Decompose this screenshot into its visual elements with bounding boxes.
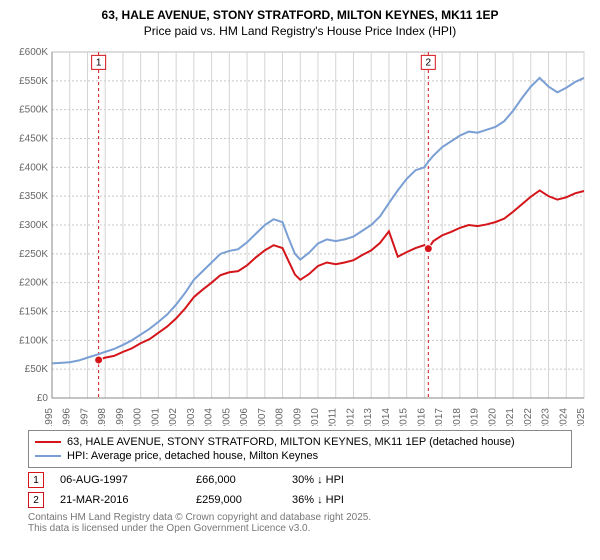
svg-text:2025: 2025: [576, 408, 587, 426]
svg-text:1998: 1998: [97, 408, 108, 426]
svg-text:2020: 2020: [487, 408, 498, 426]
footer-line-2: This data is licensed under the Open Gov…: [28, 523, 572, 534]
footer-line-1: Contains HM Land Registry data © Crown c…: [28, 512, 572, 523]
svg-text:£0: £0: [37, 393, 49, 404]
chart-subtitle: Price paid vs. HM Land Registry's House …: [0, 24, 600, 46]
transaction-date: 21-MAR-2016: [60, 494, 180, 506]
svg-text:£100K: £100K: [19, 335, 48, 346]
svg-text:£150K: £150K: [19, 307, 48, 318]
sale-marker: [424, 245, 432, 253]
svg-text:1996: 1996: [62, 408, 73, 426]
sale-marker: [95, 356, 103, 364]
svg-text:2022: 2022: [523, 408, 534, 426]
svg-text:2007: 2007: [257, 408, 268, 426]
svg-text:2014: 2014: [381, 408, 392, 426]
svg-text:1: 1: [96, 57, 102, 68]
svg-text:2013: 2013: [363, 408, 374, 426]
svg-text:£400K: £400K: [19, 162, 48, 173]
svg-text:£450K: £450K: [19, 134, 48, 145]
svg-text:2001: 2001: [150, 408, 161, 426]
svg-text:2009: 2009: [292, 408, 303, 426]
svg-text:2008: 2008: [275, 408, 286, 426]
svg-text:£200K: £200K: [19, 278, 48, 289]
svg-text:2004: 2004: [204, 408, 215, 426]
svg-text:2015: 2015: [399, 408, 410, 426]
svg-text:2000: 2000: [133, 408, 144, 426]
legend-item: HPI: Average price, detached house, Milt…: [35, 449, 565, 463]
svg-text:2012: 2012: [345, 408, 356, 426]
svg-text:2010: 2010: [310, 408, 321, 426]
chart-area: £0 £50K £100K £150K £200K £250K £300K £350K £400…: [8, 46, 592, 426]
svg-text:2002: 2002: [168, 408, 179, 426]
svg-text:2023: 2023: [541, 408, 552, 426]
svg-text:£50K: £50K: [25, 364, 49, 375]
transaction-badge: 1: [28, 472, 44, 488]
svg-text:2005: 2005: [221, 408, 232, 426]
svg-text:2: 2: [426, 57, 432, 68]
legend-swatch: [35, 455, 61, 457]
svg-text:2021: 2021: [505, 408, 516, 426]
svg-text:£600K: £600K: [19, 47, 48, 58]
transaction-delta: 36% ↓ HPI: [292, 494, 344, 506]
svg-text:2016: 2016: [416, 408, 427, 426]
transaction-row: 1 06-AUG-1997 £66,000 30% ↓ HPI: [28, 470, 572, 490]
transaction-delta: 30% ↓ HPI: [292, 474, 344, 486]
chart-title: 63, HALE AVENUE, STONY STRATFORD, MILTON…: [0, 0, 600, 24]
legend-item: 63, HALE AVENUE, STONY STRATFORD, MILTON…: [35, 435, 565, 449]
transactions: 1 06-AUG-1997 £66,000 30% ↓ HPI 2 21-MAR-2016…: [28, 470, 572, 510]
svg-text:2024: 2024: [558, 408, 569, 426]
svg-text:£250K: £250K: [19, 249, 48, 260]
svg-text:2006: 2006: [239, 408, 250, 426]
legend-swatch: [35, 441, 61, 443]
chart-svg: £0 £50K £100K £150K £200K £250K £300K £350K £400…: [8, 46, 592, 426]
svg-text:£500K: £500K: [19, 105, 48, 116]
svg-text:£550K: £550K: [19, 76, 48, 87]
svg-text:1995: 1995: [44, 408, 55, 426]
transaction-date: 06-AUG-1997: [60, 474, 180, 486]
transaction-price: £259,000: [196, 494, 276, 506]
transaction-row: 2 21-MAR-2016 £259,000 36% ↓ HPI: [28, 490, 572, 510]
transaction-price: £66,000: [196, 474, 276, 486]
svg-text:2003: 2003: [186, 408, 197, 426]
svg-text:£300K: £300K: [19, 220, 48, 231]
legend-label: 63, HALE AVENUE, STONY STRATFORD, MILTON…: [67, 436, 515, 448]
svg-text:1997: 1997: [79, 408, 90, 426]
svg-text:1999: 1999: [115, 408, 126, 426]
footer: Contains HM Land Registry data © Crown c…: [28, 512, 572, 534]
svg-text:£350K: £350K: [19, 191, 48, 202]
svg-text:2011: 2011: [328, 408, 339, 426]
legend: 63, HALE AVENUE, STONY STRATFORD, MILTON…: [28, 430, 572, 468]
svg-text:2018: 2018: [452, 408, 463, 426]
svg-text:2017: 2017: [434, 408, 445, 426]
transaction-badge: 2: [28, 492, 44, 508]
svg-text:2019: 2019: [470, 408, 481, 426]
legend-label: HPI: Average price, detached house, Milt…: [67, 450, 318, 462]
